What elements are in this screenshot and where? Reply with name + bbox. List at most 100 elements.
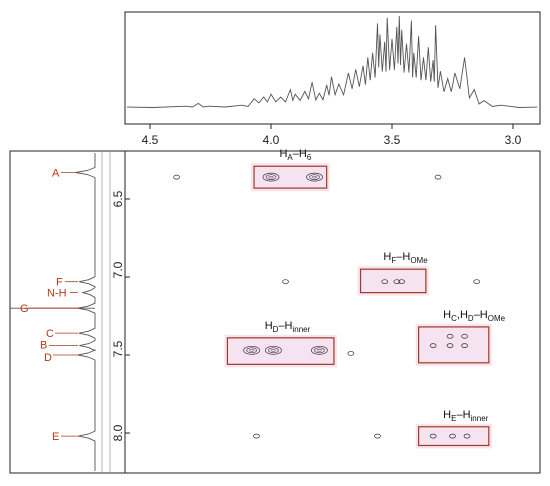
cross-peak [463, 433, 471, 439]
cross-peak [449, 433, 456, 439]
cross-peak [398, 279, 406, 285]
x-tick-label: 3.5 [384, 133, 401, 147]
peak-label-f: F [56, 277, 63, 289]
cross-peak [306, 172, 323, 182]
x-axis: 4.5 4.0 3.5 3.0 [142, 124, 522, 147]
cross-peak-contour-core [316, 349, 323, 352]
cross-peak [173, 174, 180, 180]
cross-peak-contour [461, 333, 468, 339]
cross-peak-contour [393, 279, 401, 285]
cross-peak-contour [461, 343, 468, 348]
box-label-part: –H [456, 409, 470, 421]
cross-peak-contour [347, 351, 355, 356]
y-tick-label: 6.5 [111, 190, 125, 207]
box-label-part: –H [278, 320, 292, 332]
cross-peak [347, 351, 355, 356]
y-tick-label: 8.0 [111, 424, 125, 441]
cross-peak-contour [463, 433, 471, 439]
cross-peak [374, 433, 381, 439]
y-tick-label: 7.5 [111, 340, 125, 357]
box-label-part: H [279, 148, 287, 160]
cross-peak [446, 333, 454, 339]
cross-peak [461, 343, 468, 348]
box-label: HA–H6 [279, 148, 311, 162]
box-label: HE–Hinner [443, 409, 488, 423]
highlight-box [253, 165, 328, 189]
cross-peak [446, 343, 454, 348]
highlight-box-glow [415, 423, 492, 449]
cross-peak [393, 279, 401, 285]
peak-label-c: C [46, 328, 54, 340]
cross-peak-contour [282, 279, 289, 285]
box-label-part: H [443, 309, 451, 321]
box-label-part: OMe [488, 314, 506, 323]
cross-peak [429, 433, 437, 439]
box-label: HF–HOMe [383, 251, 428, 265]
cross-peak [434, 174, 442, 180]
box-label-part: A [287, 153, 293, 162]
cross-peak-contour [311, 345, 328, 355]
top-projection-frame [124, 11, 541, 125]
highlight-box [226, 337, 335, 365]
cross-peak-contour [306, 172, 323, 182]
cross-peak-contour [429, 433, 437, 439]
cross-peak-contour [449, 433, 456, 439]
cross-peak-contour-core [268, 175, 274, 179]
cross-peak [265, 345, 282, 355]
cross-peak [461, 333, 468, 339]
left-projection-frame [9, 150, 126, 474]
cross-peak-contour [398, 279, 406, 285]
peak-label-b: B [40, 340, 47, 352]
cross-peak-contour [243, 345, 260, 355]
y-tick-label: 7.0 [111, 261, 125, 278]
cross-peak-contour-inner [268, 347, 279, 354]
cross-peak-contour [173, 174, 180, 180]
box-label-part: E [451, 414, 456, 423]
box-label-part: H [443, 409, 451, 421]
highlight-box [418, 426, 490, 447]
cross-peak [253, 433, 260, 439]
highlight-box-glow [251, 163, 330, 192]
box-label-part: –H [396, 251, 410, 263]
cross-peak-contour-core [311, 175, 318, 179]
box-label-part: D [273, 325, 279, 334]
cross-peak-contour-inner [314, 347, 325, 354]
cross-peak-contour [381, 279, 389, 285]
peak-label-d: D [44, 352, 52, 364]
cross-peak-contour-inner [309, 174, 320, 180]
cross-peak-contour-core [270, 349, 277, 352]
cross-peak [429, 343, 437, 348]
cross-peak-contour-inner [265, 174, 277, 180]
box-label-part: ,H [457, 309, 468, 321]
cross-peak-contour-core [248, 349, 255, 352]
cross-peak-contour [446, 343, 454, 348]
top-spectrum-trace [126, 15, 538, 108]
box-label-part: 6 [307, 153, 312, 162]
top-projection-spectrum [126, 15, 538, 108]
cross-peak [243, 345, 260, 355]
peak-label-g: G [20, 303, 29, 315]
peak-label-n-h: N-H [47, 288, 67, 300]
cross-peak [262, 172, 280, 182]
box-label-part: H [265, 320, 273, 332]
box-label-part: D [468, 314, 474, 323]
cross-peak-contour [262, 172, 280, 182]
cross-peak-contour-inner [246, 347, 257, 354]
box-label-part: –H [293, 148, 307, 160]
highlight-boxes [224, 163, 492, 449]
cross-peak-contour [374, 433, 381, 439]
box-label-part: C [451, 314, 457, 323]
peak-label-e: E [52, 431, 59, 443]
box-label-part: –H [474, 309, 488, 321]
cross-peak-contour [446, 333, 454, 339]
box-label-part: H [383, 251, 391, 263]
cross-peak-contour [429, 343, 437, 348]
y-axis: 6.5 7.0 7.5 8.0 [111, 190, 130, 441]
cross-peak-contour [253, 433, 260, 439]
box-label: HD–Hinner [265, 320, 311, 334]
box-label-part: F [391, 256, 396, 265]
box-label-part: inner [293, 325, 311, 334]
cross-peak-contour [473, 279, 481, 285]
left-spectrum-trace [75, 153, 96, 471]
